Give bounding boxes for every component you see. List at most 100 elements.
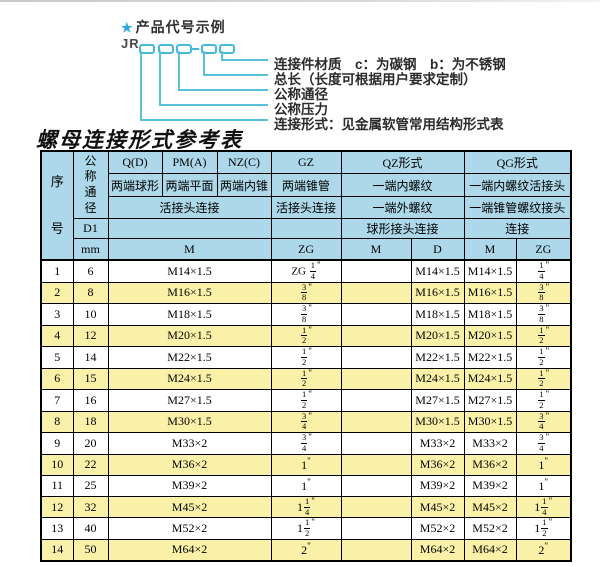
subheader-blank-m xyxy=(107,218,272,239)
row-number: 9 xyxy=(40,432,74,455)
subheader-qz-ext-thread: 一端外螺纹 xyxy=(340,196,465,219)
qg-m-value: M27×1.5 xyxy=(463,389,517,412)
m-thread-value: M52×2 xyxy=(107,517,272,540)
m-thread-value: M18×1.5 xyxy=(107,303,272,326)
qz-d-value: M27×1.5 xyxy=(410,389,465,412)
row-number: 11 xyxy=(40,474,74,497)
qg-zg-value: 1 1 2 " xyxy=(515,517,572,540)
qg-m-value: M39×2 xyxy=(463,474,517,497)
col-header-qg: QG形式 xyxy=(463,150,572,174)
gz-thread-value: ZG 1 4 " xyxy=(270,258,342,283)
unit-qz-m: M xyxy=(340,238,412,261)
code-box-2 xyxy=(158,44,174,54)
qg-m-value: M18×1.5 xyxy=(463,303,517,326)
qz-m-value xyxy=(340,258,412,283)
connector-line xyxy=(203,74,268,76)
gz-thread-value: 3 8 " xyxy=(270,303,342,326)
unit-m: M xyxy=(107,238,272,261)
m-thread-value: M64×2 xyxy=(107,538,272,562)
qz-d-value: M18×1.5 xyxy=(410,303,465,326)
scan-artifact-line xyxy=(0,0,600,2)
qg-zg-value: 1 2 " xyxy=(515,324,572,348)
table-row: 10 22 M36×2 1" M36×2 M36×2 1" xyxy=(40,453,572,476)
page-title: 螺母连接形式参考表 xyxy=(36,128,243,152)
table-row: 2 8 M16×1.5 3 8 " M16×1.5 M16×1.5 3 8 " xyxy=(40,281,572,305)
connector-line xyxy=(140,51,142,121)
qg-m-value: M33×2 xyxy=(463,432,517,455)
gz-thread-value: 1" xyxy=(270,474,342,497)
qz-d-value: M45×2 xyxy=(410,495,465,519)
col-header-qz: QZ形式 xyxy=(340,150,465,174)
qz-m-value xyxy=(340,495,412,519)
qz-d-value: M30×1.5 xyxy=(410,410,465,434)
qg-m-value: M30×1.5 xyxy=(463,410,517,434)
qz-m-value xyxy=(340,517,412,540)
dn-value: 10 xyxy=(72,303,109,326)
row-number: 13 xyxy=(40,517,74,540)
dn-value: 20 xyxy=(72,432,109,455)
qg-zg-value: 1 2 " xyxy=(515,346,572,369)
col-header-gz: GZ xyxy=(270,150,342,174)
code-dash xyxy=(192,48,199,50)
col-header-seq: 序号 xyxy=(40,150,74,261)
subheader-d1: D1 xyxy=(72,218,109,239)
gz-thread-value: 1" xyxy=(270,453,342,476)
code-box-1 xyxy=(139,44,155,54)
m-thread-value: M33×2 xyxy=(107,432,272,455)
subheader-blank-gz xyxy=(270,218,342,239)
row-number: 5 xyxy=(40,346,74,369)
connector-line xyxy=(203,51,205,76)
diagram-heading-text: 产品代号示例 xyxy=(135,19,226,35)
diagram-heading: ★ 产品代号示例 xyxy=(121,17,226,37)
unit-qz-d: D xyxy=(410,238,465,261)
unit-mm: mm xyxy=(72,238,109,261)
table-row: 4 12 M20×1.5 1 2 " M20×1.5 M20×1.5 1 2 " xyxy=(40,324,572,348)
row-number: 4 xyxy=(40,324,74,348)
connector-line xyxy=(159,51,161,106)
table-row: 1 6 M14×1.5 ZG 1 4 " M14×1.5 M14×1.5 1 4 " xyxy=(40,258,572,283)
qg-zg-value: 1 4 " xyxy=(515,258,572,283)
qz-d-value: M14×1.5 xyxy=(410,258,465,283)
m-thread-value: M22×1.5 xyxy=(107,346,272,369)
qz-d-value: M24×1.5 xyxy=(410,367,465,391)
code-box-5 xyxy=(219,44,235,54)
qg-m-value: M16×1.5 xyxy=(463,281,517,305)
qg-zg-value: 3 8 " xyxy=(515,281,572,305)
row-number: 1 xyxy=(40,258,74,283)
m-thread-value: M27×1.5 xyxy=(107,389,272,412)
gz-thread-value: 3 4 " xyxy=(270,432,342,455)
m-thread-value: M14×1.5 xyxy=(107,258,272,283)
row-number: 10 xyxy=(40,453,74,476)
qz-d-value: M33×2 xyxy=(410,432,465,455)
qz-m-value xyxy=(340,432,412,455)
qz-d-value: M16×1.5 xyxy=(410,281,465,305)
subheader-qd-desc: 两端球形 xyxy=(107,173,163,197)
qz-m-value xyxy=(340,324,412,348)
qg-m-value: M45×2 xyxy=(463,495,517,519)
table-row: 13 40 M52×2 1 1 2 " M52×2 M52×2 1 1 2 " xyxy=(40,517,572,540)
dn-value: 15 xyxy=(72,367,109,391)
col-header-nzc: NZ(C) xyxy=(216,150,272,174)
qz-m-value xyxy=(340,453,412,476)
row-number: 6 xyxy=(40,367,74,391)
qz-m-value xyxy=(340,389,412,412)
qg-zg-value: 2" xyxy=(515,538,572,562)
gz-thread-value: 1 1 2 " xyxy=(270,517,342,540)
dn-value: 16 xyxy=(72,389,109,412)
gz-thread-value: 1 2 " xyxy=(270,389,342,412)
connector-line xyxy=(178,51,180,91)
qg-zg-value: 1 2 " xyxy=(515,367,572,391)
code-box-3 xyxy=(176,44,192,54)
qz-m-value xyxy=(340,474,412,497)
qg-zg-value: 1" xyxy=(515,474,572,497)
qz-m-value xyxy=(340,303,412,326)
code-box-4 xyxy=(201,44,217,54)
row-number: 14 xyxy=(40,538,74,562)
connector-line xyxy=(178,89,268,91)
col-header-pma: PM(A) xyxy=(161,150,218,174)
label-nominal-diameter: 公称通径 xyxy=(274,87,328,102)
unit-qg-m: M xyxy=(463,238,517,261)
label-total-length: 总长（长度可根据用户要求定制） xyxy=(274,72,477,87)
col-header-dn: 公称通径 xyxy=(72,150,109,219)
